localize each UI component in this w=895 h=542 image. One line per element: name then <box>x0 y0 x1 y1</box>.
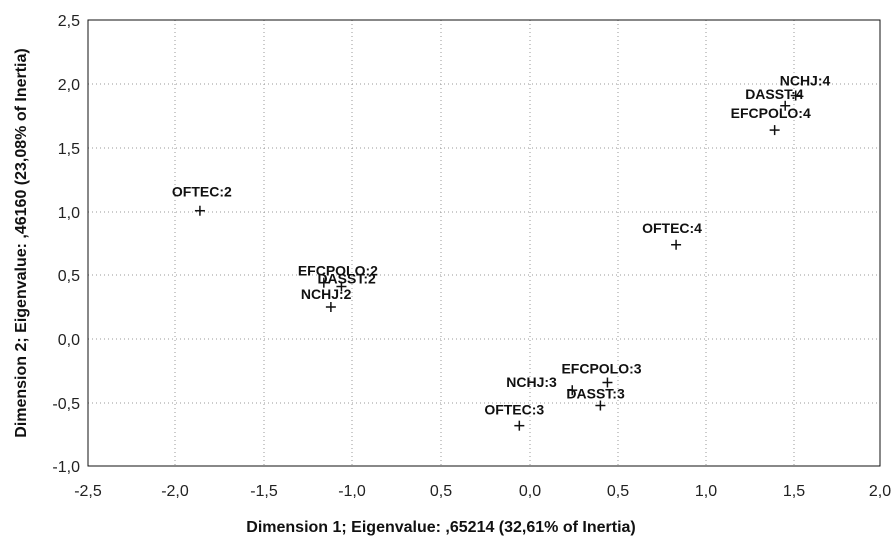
y-tick-label: 1,5 <box>58 141 80 158</box>
plot-area-frame <box>87 19 881 467</box>
y-tick-label: 1,0 <box>58 205 80 222</box>
scatter-point <box>790 90 801 101</box>
point-label: NCHJ:4 <box>780 73 831 89</box>
point-label: EFCPOLO:4 <box>731 105 811 121</box>
y-tick-label: 2,5 <box>58 13 80 30</box>
point-label: EFCPOLO:3 <box>561 361 641 377</box>
y-tick-label: 0,0 <box>58 332 80 349</box>
y-tick-label: 0,5 <box>58 268 80 285</box>
x-tick-label: 2,0 <box>869 483 891 500</box>
scatter-point <box>769 125 780 136</box>
point-label: DASST:2 <box>317 271 376 287</box>
point-label: OFTEC:4 <box>642 220 702 236</box>
scatter-point <box>780 100 791 111</box>
scatter-point <box>567 385 578 396</box>
point-label: OFTEC:2 <box>172 184 232 200</box>
point-label: DASST:3 <box>566 386 625 402</box>
scatter-point <box>194 205 205 216</box>
x-tick-label: 1,0 <box>695 483 717 500</box>
scatter-point <box>325 302 336 312</box>
scatter-point <box>318 277 329 288</box>
x-axis-title: Dimension 1; Eigenvalue: ,65214 (32,61% … <box>246 519 635 536</box>
scatter-point <box>602 377 613 388</box>
point-label: NCHJ:3 <box>506 374 557 390</box>
x-axis-tick-labels: -2,5 -2,0 -1,5 -1,0 0,5 0,0 0,5 1,0 1,5 2,0 <box>74 483 891 500</box>
x-tick-label: 1,5 <box>783 483 805 500</box>
y-axis-title: Dimension 2; Eigenvalue: ,46160 (23,08% … <box>13 48 30 437</box>
point-label: EFCPOLO:2 <box>298 263 378 279</box>
y-tick-label: -1,0 <box>52 459 80 476</box>
y-tick-label: 2,0 <box>58 77 80 94</box>
y-axis-tick-labels: 2,5 2,0 1,5 1,0 0,5 0,0 -0,5 -1,0 <box>52 13 80 476</box>
point-label: DASST:4 <box>745 86 804 102</box>
grid-lines <box>88 20 880 466</box>
scatter-point <box>336 281 347 292</box>
point-label: OFTEC:3 <box>484 402 544 418</box>
scatter-point <box>514 420 525 431</box>
x-tick-label: -2,0 <box>161 483 189 500</box>
x-tick-label: -1,0 <box>338 483 366 500</box>
data-points <box>194 90 801 431</box>
x-tick-label: 0,0 <box>519 483 541 500</box>
point-label: NCHJ:2 <box>301 286 352 302</box>
scatter-point <box>671 239 682 250</box>
x-tick-label: 0,5 <box>607 483 629 500</box>
x-tick-label: 0,5 <box>430 483 452 500</box>
y-tick-label: -0,5 <box>52 396 80 413</box>
x-tick-label: -1,5 <box>250 483 278 500</box>
x-tick-label: -2,5 <box>74 483 102 500</box>
scatter-point <box>595 400 606 411</box>
